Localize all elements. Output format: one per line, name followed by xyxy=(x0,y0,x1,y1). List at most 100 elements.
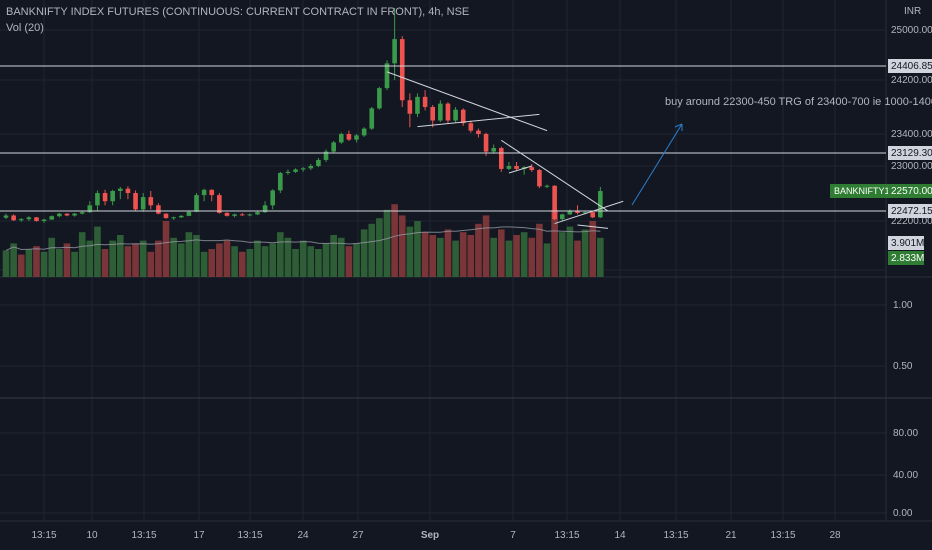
y-axis-tick-label: 23000.00 xyxy=(891,161,932,172)
currency-label: INR xyxy=(904,6,922,17)
volume-bar xyxy=(520,232,528,277)
candle-body xyxy=(422,96,428,107)
volume-bar xyxy=(25,249,33,277)
volume-bar xyxy=(429,235,437,277)
volume-bar xyxy=(193,235,200,277)
volume-bar xyxy=(505,240,513,277)
ticker-badge xyxy=(830,184,888,198)
volume-bar xyxy=(40,251,48,277)
candle-body xyxy=(110,191,115,202)
volume-bar xyxy=(71,251,78,277)
volume-bar xyxy=(277,232,284,277)
volume-bar xyxy=(208,249,216,277)
volume-bar xyxy=(467,235,475,277)
x-axis-tick-label: 13:15 xyxy=(237,530,262,541)
candle-body xyxy=(430,107,436,121)
indicator-axis-tick-label: 80.00 xyxy=(893,428,918,439)
candle-body xyxy=(506,166,512,169)
candle-body xyxy=(239,214,245,216)
x-axis-tick-label: 28 xyxy=(829,530,841,541)
candle-body xyxy=(3,215,9,218)
volume-bar xyxy=(231,246,238,277)
trendline xyxy=(577,224,609,229)
volume-bar xyxy=(238,251,246,277)
price-label: 23129.30 xyxy=(891,148,932,159)
x-axis-tick-label: 7 xyxy=(510,530,516,541)
candle-body xyxy=(34,217,39,221)
candle-body xyxy=(377,88,382,109)
volume-bar xyxy=(155,240,162,277)
candle-body xyxy=(270,190,275,206)
volume-bar xyxy=(246,249,254,277)
candle-body xyxy=(262,205,268,213)
candle-body xyxy=(499,148,504,169)
candle-body xyxy=(285,171,291,173)
volume-bar xyxy=(444,229,452,277)
volume-bar xyxy=(543,243,551,277)
candle-body xyxy=(186,211,192,216)
volume-bar xyxy=(162,221,170,277)
candle-body xyxy=(57,213,62,217)
volume-bar xyxy=(475,223,482,277)
volume-bar xyxy=(383,209,391,277)
candle-body xyxy=(26,217,32,220)
volume-bar xyxy=(261,246,269,277)
current-price-badge xyxy=(888,184,932,198)
candle-body xyxy=(468,123,474,131)
volume-bar xyxy=(124,246,132,277)
volume-bar xyxy=(78,232,86,277)
volume-bar xyxy=(459,232,467,277)
volume-bar xyxy=(116,235,124,277)
candle-body xyxy=(407,100,413,114)
price-label-badge xyxy=(888,59,932,73)
volume-label: 2.833M xyxy=(891,253,924,264)
candle-body xyxy=(308,166,314,169)
volume-bar xyxy=(437,237,444,277)
candle-body xyxy=(354,135,359,140)
volume-bar xyxy=(376,218,383,277)
volume-bar xyxy=(17,254,25,277)
candle-body xyxy=(255,212,260,215)
volume-bar xyxy=(269,243,277,277)
trendline xyxy=(554,200,624,225)
volume-bar xyxy=(330,235,337,277)
candle-body xyxy=(399,39,405,101)
candle-body xyxy=(453,109,458,121)
price-label: 22472.15 xyxy=(891,206,932,217)
volume-bar xyxy=(337,237,345,277)
volume-bar xyxy=(551,209,558,277)
candle-body xyxy=(11,215,16,221)
x-axis-tick-label: Sep xyxy=(421,530,439,541)
volume-bar xyxy=(406,226,414,277)
volume-bar xyxy=(513,235,520,277)
volume-bar xyxy=(139,240,147,277)
price-label-badge xyxy=(888,146,932,160)
candle-body xyxy=(567,211,573,215)
volume-label-badge xyxy=(888,251,924,265)
candle-body xyxy=(445,103,451,121)
x-axis-tick-label: 17 xyxy=(193,530,205,541)
chart-title: BANKNIFTY INDEX FUTURES (CONTINUOUS: CUR… xyxy=(6,6,470,18)
volume-bar xyxy=(56,249,63,277)
volume-label-badge xyxy=(888,236,924,250)
trendline xyxy=(508,165,532,174)
candle-body xyxy=(338,134,344,143)
volume-bar xyxy=(391,204,398,277)
y-axis-tick-label: 22200.00 xyxy=(891,216,932,227)
volume-bar xyxy=(307,246,315,277)
volume-bar xyxy=(360,229,368,277)
candle-body xyxy=(384,63,390,89)
volume-bar xyxy=(185,232,193,277)
forecast-arrowhead xyxy=(674,123,683,131)
candle-body xyxy=(483,134,489,152)
candle-body xyxy=(87,205,93,213)
candle-body xyxy=(316,159,321,166)
candle-body xyxy=(102,193,108,202)
candle-body xyxy=(209,189,215,196)
volume-bar xyxy=(482,215,490,277)
volume-bar xyxy=(353,243,360,277)
volume-bar xyxy=(101,249,109,277)
candle-body xyxy=(552,185,557,220)
candle-body xyxy=(514,166,519,169)
